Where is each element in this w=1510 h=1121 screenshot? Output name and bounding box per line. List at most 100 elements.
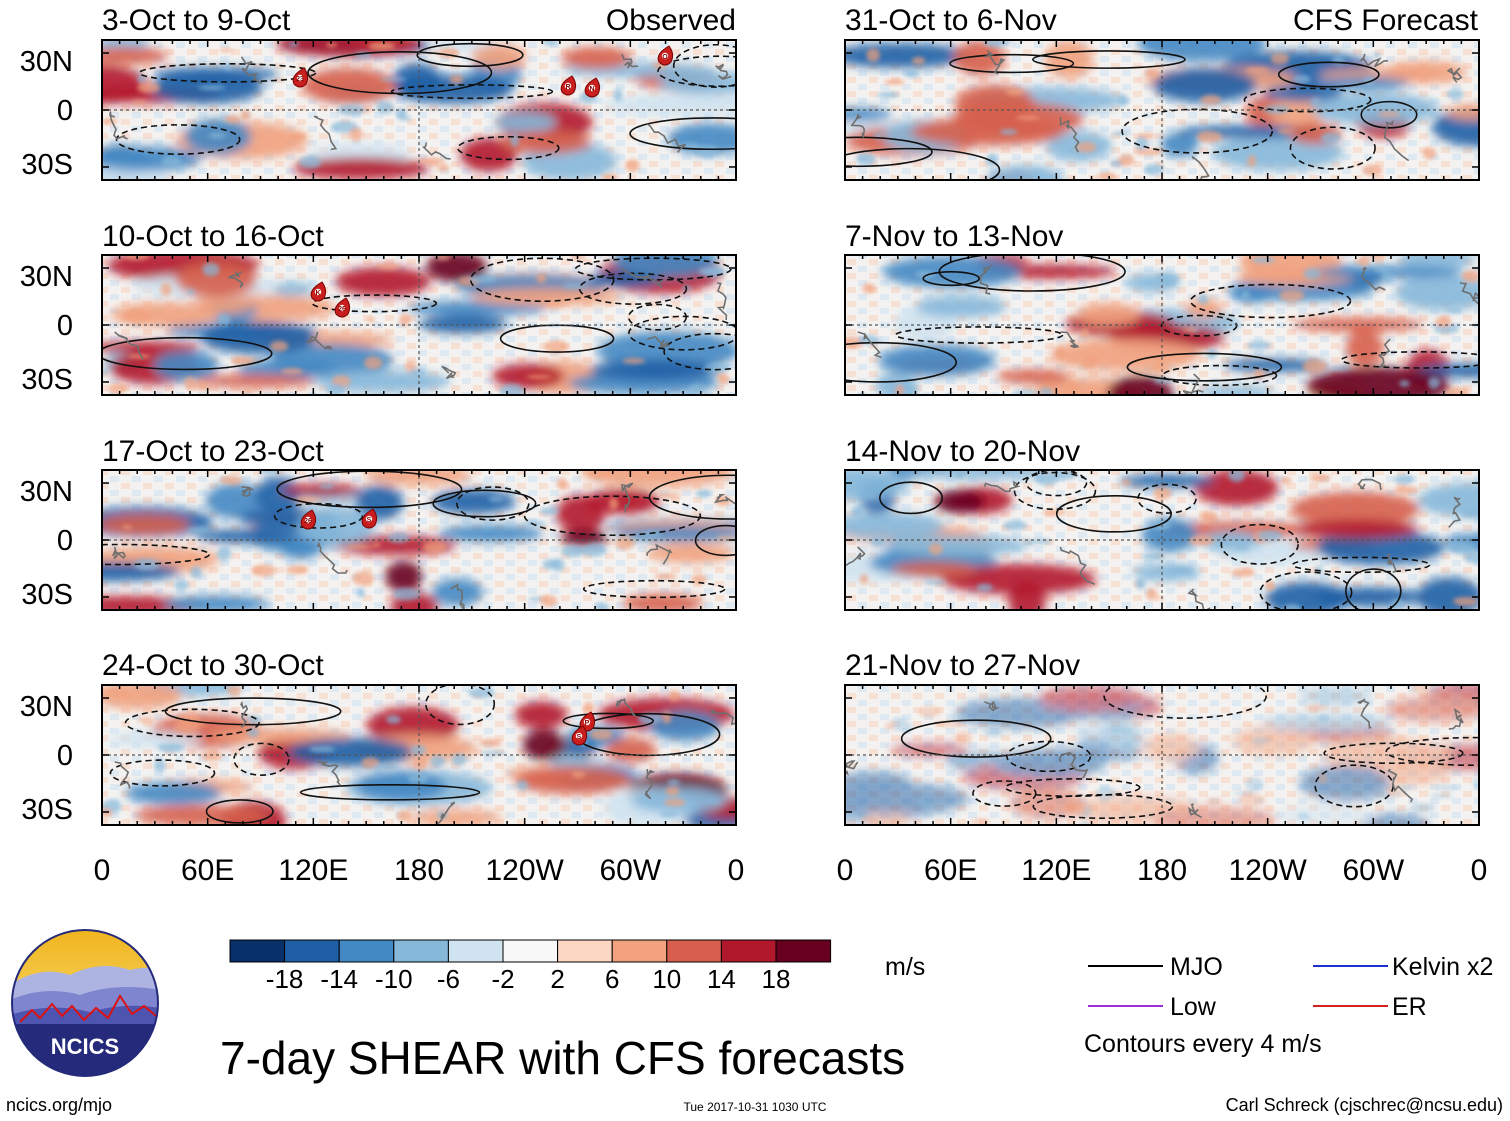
lat-tick-label: 30S — [21, 364, 73, 396]
colorbar-swatch — [666, 939, 722, 963]
map-panel-1: 23 R N O — [101, 39, 737, 181]
panel-6-title: 7-Nov to 13-Nov — [845, 220, 1063, 253]
map-panel-6 — [844, 254, 1480, 396]
lon-tick-label: 120W — [1228, 854, 1307, 887]
colorbar-units: m/s — [885, 953, 925, 981]
observed-panels: 3-Oct to 9-Oct Observed 10-Oct to 16-Oct… — [102, 4, 736, 682]
lat-tick-label: 0 — [57, 95, 73, 127]
storm-label: 26 — [338, 306, 346, 313]
lon-tick-label: 0 — [1471, 854, 1488, 887]
lat-tick-label: 0 — [57, 310, 73, 342]
legend-kelvin-label: Kelvin x2 — [1392, 953, 1493, 981]
lon-tick-label: 60W — [599, 854, 661, 887]
lon-tick-label: 180 — [1137, 854, 1187, 887]
lon-tick-label: 60E — [924, 854, 977, 887]
lat-tick-label: 30S — [21, 794, 73, 826]
legend-er-label: ER — [1392, 993, 1427, 1021]
storm-marker: S — [571, 725, 588, 746]
colorbar-tick-label: -18 — [266, 964, 304, 994]
storm-label: 26 — [304, 518, 312, 525]
footer-timestamp: Tue 2017-10-31 1030 UTC — [684, 1100, 827, 1114]
lat-tick-label: 0 — [57, 525, 73, 557]
forecast-panels: 31-Oct to 6-Nov CFS Forecast 7-Nov to 13… — [845, 4, 1479, 682]
storm-marker: N — [584, 77, 601, 98]
lat-tick-label: 30N — [20, 691, 73, 723]
lat-tick-label: 30N — [20, 261, 73, 293]
forecast-header: CFS Forecast — [1293, 4, 1479, 37]
storm-label: K — [315, 290, 320, 297]
storm-label: 23 — [296, 76, 304, 83]
lon-tick-label: 120E — [278, 854, 348, 887]
panel-3-title: 17-Oct to 23-Oct — [102, 435, 324, 468]
storm-marker: K — [310, 281, 327, 302]
map-panel-5 — [844, 39, 1480, 181]
colorbar-swatch — [557, 939, 613, 963]
colorbar-swatch — [393, 939, 449, 963]
storm-marker: 23 — [292, 67, 309, 88]
lon-tick-label: 0 — [837, 854, 854, 887]
lon-tick-label: 0 — [94, 854, 111, 887]
legend-note: Contours every 4 m/s — [1084, 1030, 1322, 1058]
lon-tick-label: 60E — [181, 854, 234, 887]
logo-text: NCICS — [51, 1034, 119, 1059]
storm-label: P — [585, 720, 590, 727]
panel-7-title: 14-Nov to 20-Nov — [845, 435, 1080, 468]
lon-tick-label: 0 — [728, 854, 745, 887]
footer-url[interactable]: ncics.org/mjo — [6, 1095, 112, 1115]
colorbar-swatch — [338, 939, 395, 963]
colorbar-tick-label: -10 — [375, 964, 413, 994]
storm-marker: O — [657, 45, 674, 66]
storm-label: R — [565, 84, 570, 91]
panel-1-title: 3-Oct to 9-Oct — [102, 4, 291, 37]
lat-tick-label: 30S — [21, 149, 73, 181]
lon-tick-label: 180 — [394, 854, 444, 887]
lon-tick-label: 60W — [1342, 854, 1404, 887]
colorbar-swatch — [229, 939, 286, 963]
page-title: 7-day SHEAR with CFS forecasts — [220, 1032, 905, 1084]
colorbar-tick-label: -6 — [437, 964, 460, 994]
map-panel-8 — [844, 684, 1480, 826]
storm-marker: 26 — [334, 297, 351, 318]
legend: MJO Kelvin x2 Low ER Contours every 4 m/… — [1084, 953, 1493, 1058]
colorbar-swatch — [611, 939, 668, 963]
colorbar: -18 -14 -10 -6 -2 2 6 10 14 18 — [229, 939, 832, 994]
lat-tick-label: 30N — [20, 46, 73, 78]
lon-tick-label: 120E — [1021, 854, 1091, 887]
map-panel-7 — [844, 469, 1480, 611]
colorbar-swatch — [720, 939, 777, 963]
lon-tick-label: 120W — [485, 854, 564, 887]
legend-mjo-label: MJO — [1170, 953, 1223, 981]
colorbar-tick-label: 14 — [707, 964, 736, 994]
panel-2-title: 10-Oct to 16-Oct — [102, 220, 324, 253]
panel-5-title: 31-Oct to 6-Nov — [845, 4, 1057, 37]
storm-label: O — [662, 54, 668, 61]
storm-marker: S — [361, 508, 378, 529]
colorbar-swatch — [284, 939, 340, 963]
map-panel-4: PS — [101, 684, 737, 826]
colorbar-tick-label: -14 — [320, 964, 358, 994]
lat-tick-label: 0 — [57, 740, 73, 772]
storm-marker: R — [560, 75, 577, 96]
legend-low-label: Low — [1170, 993, 1217, 1021]
ncics-logo: NCICS — [11, 929, 159, 1077]
lat-tick-label: 30S — [21, 579, 73, 611]
panel-4-title: 24-Oct to 30-Oct — [102, 649, 324, 682]
map-panel-2: K 26 — [101, 254, 737, 396]
colorbar-swatch — [775, 939, 832, 963]
colorbar-swatch — [502, 939, 559, 963]
panel-8-title: 21-Nov to 27-Nov — [845, 649, 1080, 682]
colorbar-tick-label: 10 — [652, 964, 681, 994]
longitude-labels: 0 60E 120E 180 120W 60W 0 0 60E 120E 180 120W 60W 0 — [94, 854, 1488, 887]
colorbar-tick-label: 6 — [605, 964, 619, 994]
map-panel-3: 26 S — [101, 469, 737, 611]
colorbar-tick-label: 18 — [762, 964, 791, 994]
observed-header: Observed — [606, 4, 736, 37]
latitude-labels: 30N 0 30S 30N 0 30S 30N 0 30S 30N 0 30S — [20, 46, 73, 826]
footer-credit: Carl Schreck (cjschrec@ncsu.edu) — [1226, 1095, 1503, 1115]
storm-label: S — [577, 734, 582, 741]
storm-label: S — [367, 517, 372, 524]
storm-marker: 26 — [300, 509, 317, 530]
colorbar-tick-label: -2 — [491, 964, 514, 994]
